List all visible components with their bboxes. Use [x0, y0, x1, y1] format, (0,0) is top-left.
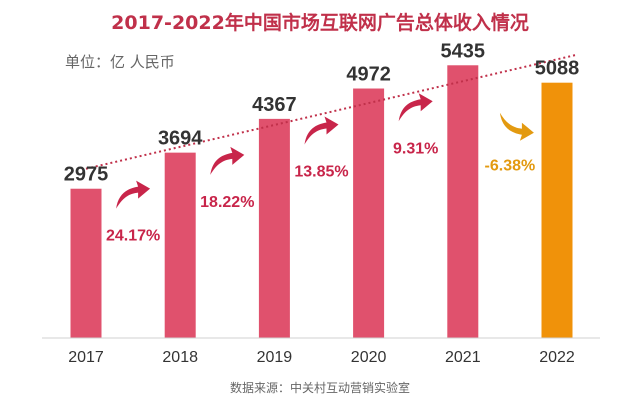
growth-label-2018: 24.17% [106, 228, 160, 245]
bar-2022 [541, 82, 573, 338]
bar-2020 [353, 88, 385, 338]
growth-arrow-icon [210, 146, 245, 175]
growth-label-2021: 9.31% [393, 140, 438, 157]
growth-label-2019: 18.22% [200, 194, 254, 211]
unit-label: 单位：亿 人民币 [65, 53, 175, 71]
x-tick-2018: 2018 [162, 349, 198, 366]
labels-layer: 2975 3694 4367 4972 5435 5088 2017 2018 2019 2020… [64, 40, 580, 366]
x-tick-2019: 2019 [257, 349, 293, 366]
trend-line [85, 53, 578, 170]
bar-2021 [447, 65, 479, 338]
growth-label-2022: -6.38% [485, 158, 536, 175]
value-label-2022: 5088 [535, 58, 580, 80]
value-label-2018: 3694 [158, 128, 203, 150]
source-note: 数据来源：中关村互动营销实验室 [230, 380, 410, 395]
x-tick-2017: 2017 [68, 349, 104, 366]
value-label-2021: 5435 [441, 40, 486, 62]
bar-2018 [164, 152, 196, 338]
bars-layer [42, 53, 600, 339]
x-tick-2020: 2020 [351, 349, 387, 366]
growth-arrow-icon [398, 93, 433, 122]
value-label-2020: 4972 [346, 64, 391, 86]
chart-title: 2017-2022年中国市场互联网广告总体收入情况 [111, 11, 529, 34]
bar-2017 [70, 188, 102, 338]
growth-label-2020: 13.85% [294, 164, 348, 181]
bar-2019 [258, 118, 290, 338]
growth-arrow-icon [499, 112, 534, 141]
x-tick-2022: 2022 [539, 349, 575, 366]
growth-arrow-icon [304, 116, 339, 145]
growth-arrows-layer [116, 93, 534, 209]
x-tick-2021: 2021 [445, 349, 481, 366]
value-label-2019: 4367 [252, 94, 297, 116]
growth-arrow-icon [116, 180, 151, 209]
value-label-2017: 2975 [64, 164, 109, 186]
